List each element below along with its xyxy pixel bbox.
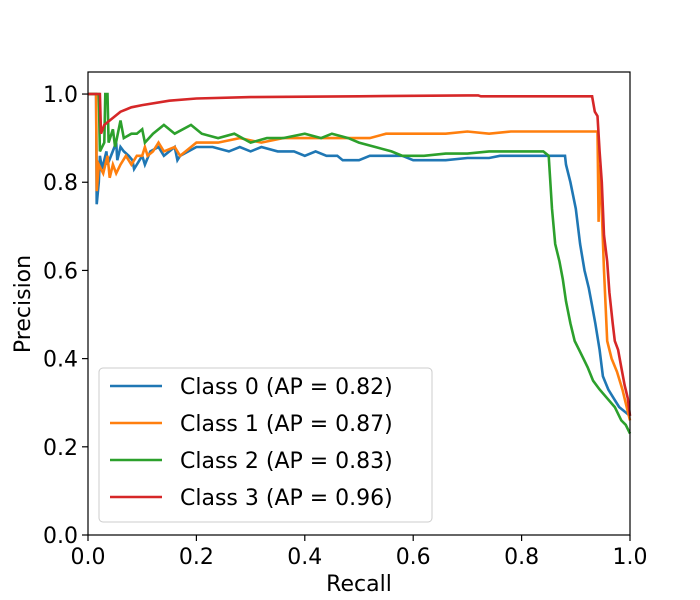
y-axis-label: Precision — [11, 255, 36, 353]
y-tick-label: 0.0 — [43, 524, 78, 549]
y-tick-label: 0.2 — [43, 436, 78, 461]
x-tick-label: 1.0 — [613, 545, 648, 570]
y-tick-label: 0.4 — [43, 348, 78, 373]
axes-layer: 0.0 0.2 0.4 0.6 0.8 1.0 0.0 0.2 0.4 0.6 0.8 1.0 — [43, 83, 648, 570]
legend-label-class-0: Class 0 (AP = 0.82) — [180, 375, 393, 400]
x-tick-label: 0.0 — [71, 545, 106, 570]
legend: Class 0 (AP = 0.82) Class 1 (AP = 0.87) Cl… — [98, 367, 433, 523]
legend-label-class-2: Class 2 (AP = 0.83) — [180, 449, 393, 474]
series-line-class-2 — [88, 92, 632, 435]
legend-label-class-3: Class 3 (AP = 0.96) — [180, 486, 393, 511]
series-line-class-0 — [88, 92, 631, 417]
series-layer — [88, 92, 632, 435]
legend-box — [98, 367, 433, 523]
y-tick-label: 0.8 — [43, 171, 78, 196]
legend-label-class-1: Class 1 (AP = 0.87) — [180, 412, 393, 437]
y-tick-label: 0.6 — [43, 259, 78, 284]
plot-frame — [87, 71, 631, 536]
x-tick-label: 0.4 — [287, 545, 322, 570]
x-tick-label: 0.6 — [396, 545, 431, 570]
x-axis-label: Recall — [326, 572, 392, 597]
x-tick-label: 0.8 — [504, 545, 539, 570]
x-tick-label: 0.2 — [179, 545, 214, 570]
series-line-class-3 — [88, 92, 632, 417]
series-line-class-1 — [88, 92, 632, 421]
y-tick-label: 1.0 — [43, 83, 78, 108]
